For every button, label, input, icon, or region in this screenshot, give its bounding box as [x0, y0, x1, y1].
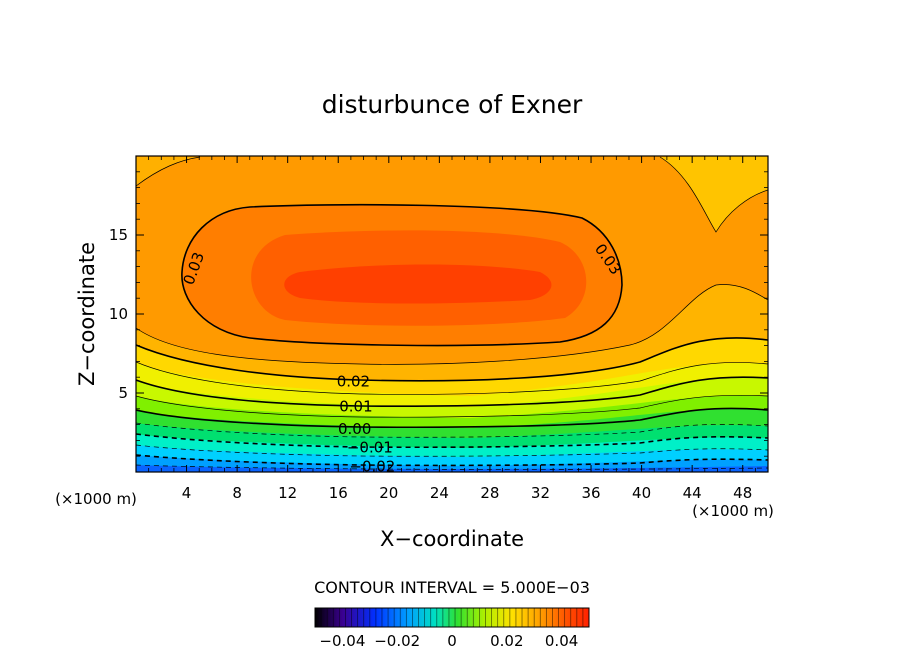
contour-label: 0.00 — [338, 420, 371, 438]
contour-line-0.025 — [136, 284, 768, 365]
y-unit-label: (×1000 m) — [692, 502, 774, 520]
contour-band-14 — [284, 264, 552, 304]
contour-label: 0.02 — [337, 372, 370, 390]
contour-fills — [136, 156, 768, 472]
colorbar-tick-label: 0 — [447, 632, 457, 650]
contour-label-group-5: −0.01 — [347, 439, 393, 457]
y-axis-ticks: 5 10 15 — [109, 171, 768, 457]
contour-line-0.02 — [136, 337, 768, 382]
contour-line-0.005 — [136, 394, 768, 418]
contour-band-topleft — [136, 157, 200, 186]
contour-lines — [136, 156, 768, 470]
contour-line-0.00 — [136, 407, 768, 429]
x-axis-label: X−coordinate — [380, 527, 524, 551]
contour-label-group-6: −0.02 — [349, 458, 395, 476]
x-tick-label: 8 — [232, 484, 242, 502]
x-unit-label: (×1000 m) — [55, 490, 137, 508]
colorbar-tick-label: −0.02 — [374, 632, 420, 650]
colorbar-stripes — [320, 608, 584, 627]
x-tick-label: 44 — [683, 484, 702, 502]
contour-label: −0.01 — [347, 439, 393, 457]
contour-label-group-4: 0.00 — [338, 420, 371, 438]
contour-interval-label: CONTOUR INTERVAL = 5.000E−03 — [314, 578, 590, 597]
contour-line-0.04-right — [659, 156, 768, 233]
x-tick-label: 12 — [278, 484, 297, 502]
colorbar-tick-label: 0.02 — [490, 632, 523, 650]
colorbar-tick-label: 0.04 — [545, 632, 578, 650]
contour-band-saddle — [660, 156, 768, 232]
y-tick-label: 10 — [109, 305, 128, 323]
x-tick-label: 20 — [379, 484, 398, 502]
x-tick-label: 16 — [329, 484, 348, 502]
x-axis-ticks: 4 8 12 16 20 24 28 32 36 40 44 48 — [148, 156, 756, 502]
contour-line-0.015 — [136, 361, 768, 395]
chart-title: disturbunce of Exner — [322, 90, 583, 119]
x-tick-label: 32 — [531, 484, 550, 502]
y-tick-label: 5 — [118, 384, 128, 402]
x-tick-label: 4 — [182, 484, 192, 502]
y-tick-label: 15 — [109, 226, 128, 244]
contour-label-group-2: 0.02 — [337, 372, 370, 390]
x-tick-label: 36 — [581, 484, 600, 502]
contour-line-neg0.025 — [136, 464, 768, 470]
contour-line-0.01 — [136, 376, 768, 407]
contour-line-0.03 — [181, 203, 623, 347]
contour-label: −0.02 — [349, 458, 395, 476]
contour-label: 0.01 — [339, 398, 372, 416]
y-axis-label: Z−coordinate — [75, 242, 99, 386]
x-tick-label: 28 — [480, 484, 499, 502]
contour-label-group-3: 0.01 — [339, 398, 372, 416]
x-tick-label: 24 — [430, 484, 449, 502]
colorbar-tick-label: −0.04 — [319, 632, 365, 650]
x-tick-label: 48 — [733, 484, 752, 502]
contour-line-0.04 — [136, 156, 201, 187]
colorbar — [314, 607, 590, 628]
x-tick-label: 40 — [632, 484, 651, 502]
colorbar-tick-labels: −0.04 −0.02 0 0.02 0.04 — [319, 632, 578, 650]
